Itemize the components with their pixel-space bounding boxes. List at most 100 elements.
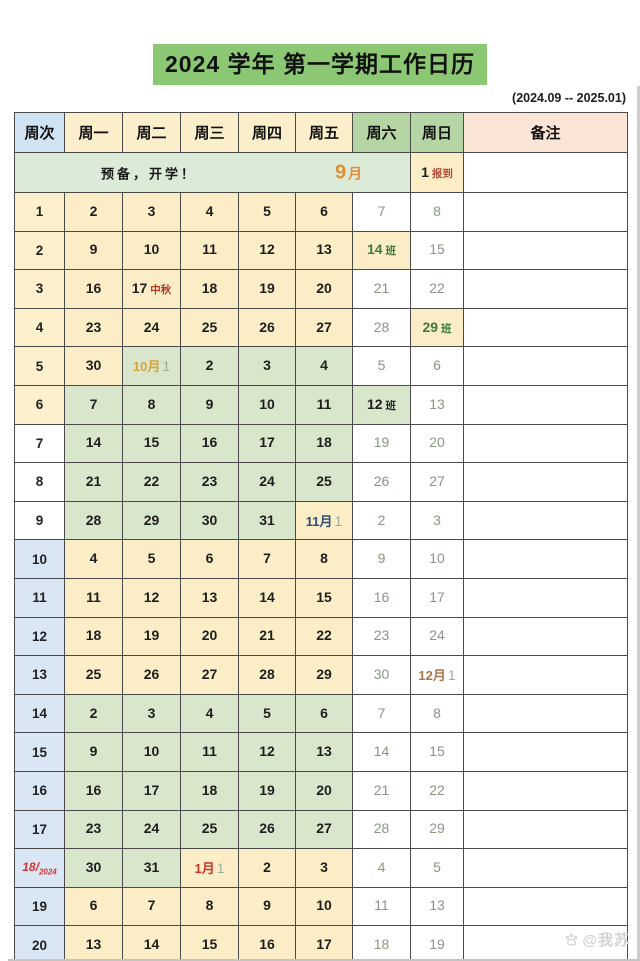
day-number: 3 (320, 858, 328, 875)
day-cell: 20 (295, 269, 353, 309)
day-number: 7 (147, 897, 156, 914)
day-cell: 9 (64, 230, 123, 271)
day-cell: 21 (352, 770, 411, 811)
day-number: 15 (201, 936, 218, 953)
week-row: 7 14 15 16 17 18 19 20 (14, 423, 628, 464)
day-number: 5 (147, 550, 156, 567)
registration-day-cell: 1 报到 (410, 152, 464, 193)
week-row: 5 30 10月 1 2 3 4 5 6 (14, 346, 628, 386)
day-number: 13 (316, 743, 332, 760)
day-number: 17 (143, 781, 160, 798)
title-row: 2024 学年 第一学期工作日历 (0, 0, 640, 88)
day-cell: 9 (64, 732, 123, 772)
day-cell: 9 (238, 886, 296, 927)
calendar-header-row: 周次 周一 周二 周三 周四 周五 周六 周日 备注 (14, 112, 628, 153)
day-cell: 30 (180, 500, 239, 541)
day-cell: 9 (180, 384, 239, 425)
day-cell: 12 (122, 577, 181, 618)
note-cell (463, 307, 628, 348)
day-number: 2 (89, 202, 98, 219)
day-cell: 5 (410, 848, 464, 888)
day-cell: 11 (180, 732, 239, 772)
week-number-cell: 8 (14, 462, 65, 502)
day-number: 19 (259, 781, 275, 798)
day-cell: 12月 1 (410, 655, 464, 695)
day-cell: 9 (352, 539, 411, 579)
note-cell (463, 539, 628, 579)
day-cell: 5 (352, 346, 411, 386)
day-number: 13 (316, 241, 332, 258)
note-cell (463, 192, 628, 232)
day-number: 4 (205, 202, 214, 219)
header-cell-7: 周日 (410, 112, 464, 153)
day-number: 18 (201, 781, 218, 798)
day-number: 18 (201, 279, 218, 296)
day-cell: 4 (180, 693, 239, 734)
day-cell: 8 (410, 693, 464, 734)
day-number: 21 (259, 627, 275, 644)
day-number: 20 (316, 781, 332, 798)
header-cell-8: 备注 (463, 112, 628, 153)
day-cell: 15 (295, 577, 353, 618)
day-cell: 30 (64, 848, 123, 888)
watermark-text: @我苏 (582, 932, 630, 949)
day-cell: 19 (238, 269, 296, 309)
day-number: 27 (316, 318, 332, 335)
day-cell: 29 (122, 500, 181, 541)
day-number: 18 (85, 627, 102, 644)
day-cell: 1月 1 (180, 848, 239, 888)
week-row: 4 23 24 25 26 27 28 29 班 (14, 307, 628, 348)
day-cell: 6 (295, 693, 353, 734)
note-cell (463, 423, 628, 464)
note-cell (463, 925, 628, 961)
day-cell: 3 (295, 848, 353, 888)
school-opening-text: 预备，开学！ (101, 166, 198, 181)
day-tag: 中秋 (150, 283, 172, 296)
day-number: 17 (259, 434, 275, 451)
week-number-cell: 2 (14, 230, 65, 271)
day-number: 13 (429, 897, 445, 914)
note-cell (463, 848, 628, 888)
day-number: 6 (89, 897, 98, 914)
day-cell: 24 (122, 809, 181, 850)
day-cell: 16 (64, 269, 123, 309)
day-cell: 6 (295, 192, 353, 232)
day-number: 4 (89, 550, 98, 567)
day-cell: 13 (295, 732, 353, 772)
week-number-cell: 16 (14, 770, 65, 811)
day-number: 9 (263, 897, 271, 914)
week-number-cell: 9 (14, 500, 65, 541)
day-cell: 2 (64, 192, 123, 232)
day-cell: 18 (180, 269, 239, 309)
day-number: 25 (85, 665, 102, 682)
day-number: 3 (147, 704, 156, 721)
day-cell: 2 (352, 500, 411, 541)
day-number: 12 (143, 588, 160, 605)
note-cell (463, 616, 628, 657)
day-cell: 27 (180, 655, 239, 695)
header-cell-3: 周三 (180, 112, 239, 153)
day-number: 16 (85, 781, 102, 798)
header-cell-4: 周四 (238, 112, 296, 153)
day-cell: 19 (238, 770, 296, 811)
note-cell (463, 886, 628, 927)
day-number: 22 (143, 472, 160, 489)
day-cell: 4 (352, 848, 411, 888)
day-cell: 18 (180, 770, 239, 811)
day-cell: 17 (122, 770, 181, 811)
day-number: 29 (143, 511, 160, 528)
day-cell: 11 (352, 886, 411, 927)
day-cell: 26 (238, 307, 296, 348)
day-number: 28 (373, 820, 390, 837)
week-number-cell: 6 (14, 384, 65, 425)
week-number-cell: 10 (14, 539, 65, 579)
month-label: 10月 (132, 359, 161, 375)
note-cell (463, 577, 628, 618)
day-cell: 20 (295, 770, 353, 811)
day-cell: 22 (295, 616, 353, 657)
day-number: 18 (373, 936, 390, 953)
day-cell: 28 (352, 307, 411, 348)
month-label: 12月 (418, 667, 446, 683)
